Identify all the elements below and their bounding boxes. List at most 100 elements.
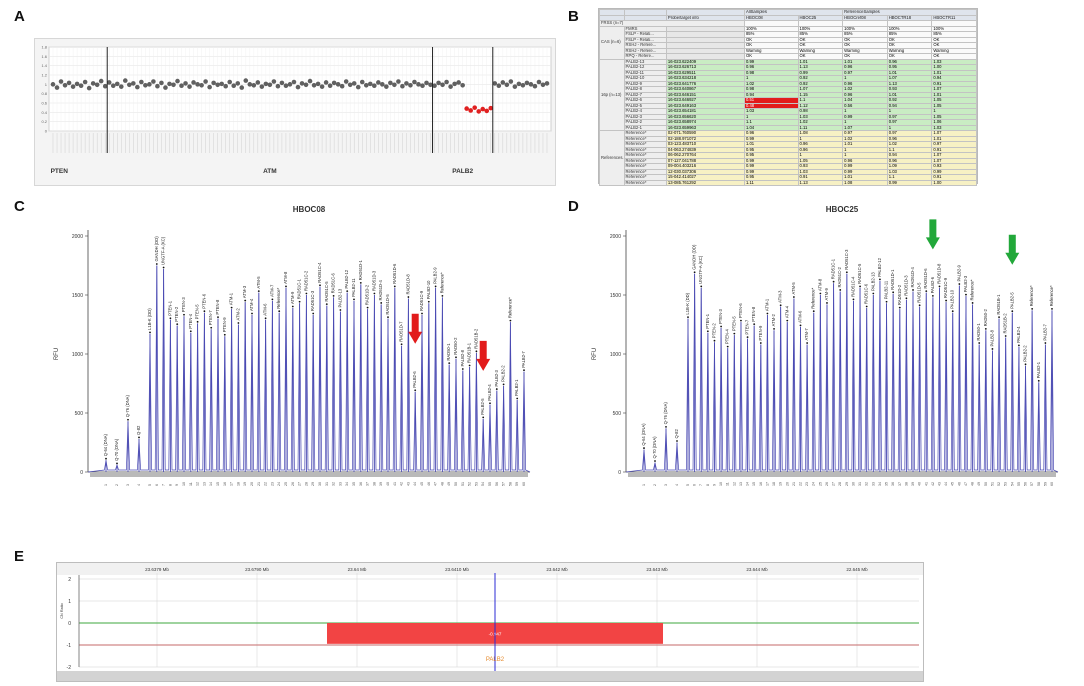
size-tick-label: 54 <box>1010 482 1014 486</box>
ratio-value: 1.00 <box>931 179 977 186</box>
data-point <box>440 82 445 88</box>
data-point <box>70 84 76 89</box>
size-tick-label: 30 <box>318 482 322 486</box>
gene-label-palb2: PALB2 <box>452 168 473 175</box>
peak-marker <box>176 323 179 326</box>
peak-marker <box>516 397 519 400</box>
peak-marker <box>105 457 107 460</box>
data-point <box>183 81 188 86</box>
size-tick-label: 50 <box>454 482 458 486</box>
peak-marker <box>291 305 294 308</box>
size-tick-label: 16 <box>759 482 763 486</box>
size-tick-label: 14 <box>209 482 213 486</box>
size-tick-label: 29 <box>311 482 315 486</box>
peak-label: Q-70 (DNA) <box>114 438 119 461</box>
size-tick-label: 33 <box>338 482 342 486</box>
size-tick-label: 30 <box>851 482 855 486</box>
size-tick-label: 48 <box>971 482 975 486</box>
peak-label: PTEN-3 <box>718 308 723 324</box>
peak-label: ATM-6 <box>263 303 268 316</box>
data-point <box>355 84 361 90</box>
probe-label: PALB2-11 <box>623 69 667 76</box>
probe-label: PALB2-7 <box>623 91 667 98</box>
peak-marker <box>448 362 451 365</box>
data-point <box>90 81 96 86</box>
data-point <box>199 82 204 88</box>
peak-marker <box>155 263 158 265</box>
group-label: 16p (n=13) <box>599 58 625 131</box>
size-tick-label: 19 <box>779 482 783 486</box>
data-point <box>331 80 337 86</box>
table-row: Probe/target info HBOC08 HBOC25 HBOCref08 HB… <box>599 14 977 21</box>
table-row: PALB2-9 16-023.641776 1.02 0.92 0.96 1.13 0.91 <box>600 80 977 87</box>
peak-marker <box>319 284 321 287</box>
probe-info: 16-023.656620 <box>665 113 745 120</box>
data-point <box>275 83 281 89</box>
size-tick-label: 8 <box>168 484 172 486</box>
data-point <box>283 83 289 89</box>
size-tick-label: 24 <box>812 482 816 486</box>
size-tick-label: 47 <box>434 482 438 486</box>
peak-marker <box>523 369 525 372</box>
peak-marker <box>312 312 315 315</box>
y-tick-label: 2000 <box>72 234 83 240</box>
size-tick-label: 26 <box>291 482 295 486</box>
data-point <box>480 106 486 112</box>
data-point <box>50 82 56 87</box>
probe-label: PALB2-5 <box>623 102 667 109</box>
y-tick-label: 500 <box>613 411 622 417</box>
data-point <box>94 82 100 88</box>
peak-marker <box>237 322 240 324</box>
peak-marker <box>832 280 835 283</box>
peak-label: PTEN-9 <box>222 317 227 333</box>
size-tick-label: 10 <box>719 482 723 486</box>
data-point <box>424 80 429 86</box>
data-point <box>452 81 457 87</box>
peak-label: Reference* <box>507 297 512 318</box>
peak-marker <box>812 310 815 313</box>
peak-marker <box>759 342 762 344</box>
peak-marker <box>373 292 376 295</box>
y-tick-label: 500 <box>75 411 84 417</box>
data-point <box>319 84 325 89</box>
peak-marker <box>826 302 828 304</box>
size-tick-label: 21 <box>792 482 796 486</box>
peak-label: PTEN-2 <box>174 306 179 322</box>
peak-marker <box>434 285 437 288</box>
x-tick-label: 23.6410 Mb <box>445 567 469 572</box>
size-tick-label: 10 <box>182 482 186 486</box>
probe-label: PALB2-4 <box>623 108 667 115</box>
x-tick-label: 23.644 Mb <box>746 567 768 572</box>
data-point <box>171 82 176 88</box>
data-point <box>247 82 253 87</box>
size-tick-label: 5 <box>148 484 152 486</box>
peak-label: RAD51C-6 <box>864 283 869 304</box>
data-point <box>58 79 64 84</box>
ratio-value: 1 <box>931 108 977 115</box>
peak-marker <box>414 389 417 392</box>
data-point <box>163 85 168 90</box>
size-tick-label: 56 <box>495 482 499 486</box>
peak-marker <box>951 310 954 313</box>
peak-marker <box>872 292 875 295</box>
table-row: PALB2-8 16-023.640867 0.98 1.07 1.02 0.93 1.07 <box>600 86 977 93</box>
size-tick-label: 31 <box>325 482 329 486</box>
peak-marker <box>441 294 444 297</box>
peak-marker <box>400 343 403 346</box>
size-tick-label: 60 <box>522 482 526 486</box>
peak-marker <box>700 285 703 288</box>
peak-marker <box>217 316 219 318</box>
peak-marker <box>740 319 742 322</box>
peak-label: PALB2-13 <box>870 272 875 291</box>
peak-label: PTEN-7 <box>745 319 750 335</box>
ruler-bar <box>57 563 923 575</box>
panel-d-plot: HBOC25 RFU 0 500 1000 1500 2000 Q-64 (DNA) 1 Q-70… <box>592 205 1059 486</box>
size-tick-label: 37 <box>366 482 370 486</box>
y-tick-label: 1.4 <box>41 63 47 68</box>
data-point <box>106 80 112 85</box>
size-axis-bar <box>90 473 528 477</box>
peak-label: PALB2-2 <box>501 365 506 382</box>
peak-label: PTEN-3 <box>181 297 186 313</box>
data-point <box>251 82 257 88</box>
data-point <box>335 82 341 87</box>
